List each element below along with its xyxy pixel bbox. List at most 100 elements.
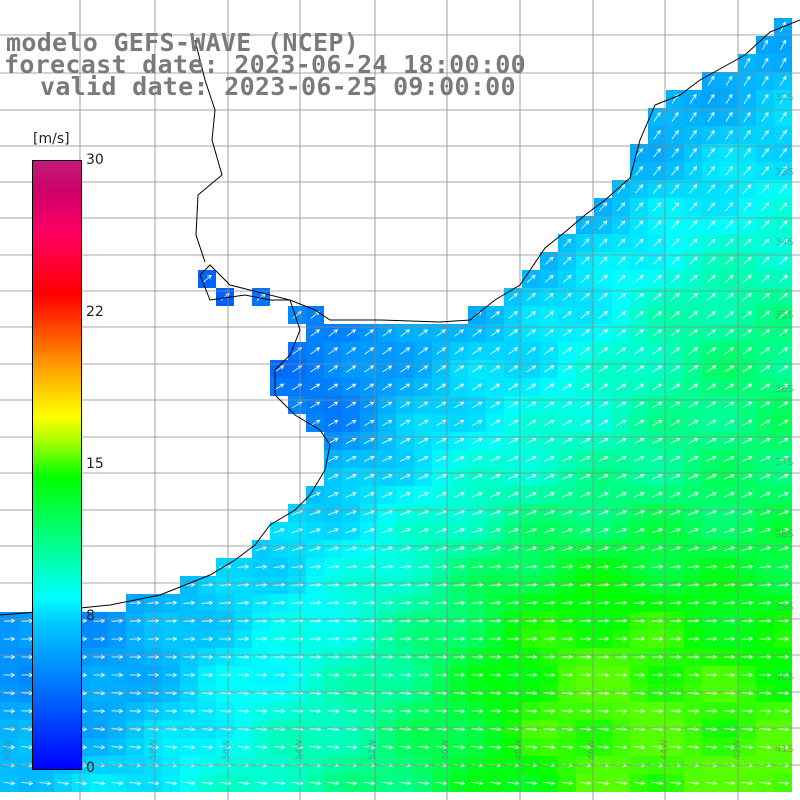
wind-arrow — [705, 672, 718, 678]
wind-arrow — [273, 528, 285, 534]
wind-arrow — [418, 329, 429, 337]
wind-arrow — [381, 708, 394, 714]
wind-arrow — [399, 636, 412, 642]
wind-arrow — [525, 618, 538, 624]
wind-arrow — [670, 292, 680, 301]
wind-arrow — [634, 292, 644, 301]
wind-arrow — [598, 311, 608, 319]
wind-arrow — [472, 365, 483, 373]
wind-arrow — [508, 419, 519, 427]
wind-arrow — [669, 438, 681, 444]
wind-arrow — [525, 672, 538, 678]
wind-arrow — [597, 564, 610, 570]
wind-arrow — [309, 510, 321, 516]
wind-arrow — [147, 618, 160, 624]
wind-arrow — [345, 636, 358, 642]
wind-arrow — [725, 148, 733, 158]
wind-arrow — [544, 347, 555, 355]
wind-arrow — [435, 456, 447, 462]
wind-arrow — [579, 492, 591, 498]
wind-arrow — [436, 347, 447, 355]
wind-arrow — [21, 780, 34, 786]
wind-arrow — [616, 383, 627, 391]
wind-arrow — [399, 708, 412, 714]
wind-arrow — [723, 438, 735, 444]
wind-arrow — [579, 636, 592, 642]
wind-arrow — [489, 582, 502, 588]
wind-arrow — [723, 546, 735, 552]
wind-arrow — [363, 492, 375, 498]
wind-arrow — [453, 474, 465, 480]
wind-arrow — [417, 618, 430, 624]
wind-arrow — [489, 438, 501, 444]
wind-arrow — [651, 492, 663, 498]
wind-arrow — [615, 510, 627, 516]
wind-arrow — [328, 401, 339, 409]
wind-arrow — [381, 474, 393, 480]
wind-arrow — [382, 419, 393, 427]
wind-arrow — [579, 600, 592, 606]
wind-arrow — [111, 618, 124, 624]
wind-arrow — [741, 744, 754, 750]
wind-arrow — [345, 528, 357, 534]
wind-arrow — [328, 329, 339, 337]
wind-arrow — [453, 546, 465, 552]
wind-arrow — [651, 600, 664, 606]
wind-arrow — [633, 546, 645, 552]
wind-arrow — [507, 654, 520, 660]
wind-arrow — [741, 456, 753, 462]
wind-arrow — [453, 618, 466, 624]
wind-arrow — [399, 510, 411, 516]
wind-arrow — [507, 510, 519, 516]
wind-arrow — [579, 780, 592, 786]
wind-arrow — [435, 600, 448, 606]
wind-arrow — [579, 564, 592, 570]
wind-arrow — [435, 780, 448, 786]
wind-arrow — [471, 582, 484, 588]
wind-arrow — [705, 474, 717, 480]
valid-date: valid date: 2023-06-25 09:00:00 — [40, 72, 516, 101]
wind-arrow — [651, 546, 663, 552]
wind-arrow — [653, 184, 662, 194]
wind-arrow — [615, 492, 627, 498]
wind-arrow — [725, 166, 734, 176]
wind-arrow — [633, 672, 646, 678]
wind-arrow — [634, 220, 644, 230]
wind-arrow — [561, 744, 574, 750]
wind-arrow — [725, 184, 734, 194]
wind-arrow — [255, 600, 268, 606]
wind-arrow — [779, 111, 787, 122]
wind-arrow — [777, 474, 789, 480]
wind-arrow — [165, 708, 178, 714]
wind-arrow — [633, 744, 646, 750]
wind-arrow — [633, 654, 646, 660]
wind-arrow — [543, 636, 556, 642]
wind-arrow — [598, 238, 608, 248]
longitude-label: 44W — [660, 740, 670, 760]
wind-arrow — [435, 672, 448, 678]
latitude-label: 33S — [775, 167, 794, 178]
wind-arrow — [634, 329, 645, 337]
wind-arrow — [507, 456, 519, 462]
wind-arrow — [526, 419, 537, 427]
wind-arrow — [202, 274, 212, 283]
wind-arrow — [579, 510, 591, 516]
wind-arrow — [561, 564, 574, 570]
wind-arrow — [453, 744, 466, 750]
wind-arrow — [237, 582, 250, 588]
wind-arrow — [472, 329, 483, 337]
wind-arrow — [363, 510, 375, 516]
wind-arrow — [381, 618, 394, 624]
wind-arrow — [525, 492, 537, 498]
wind-arrow — [760, 347, 771, 355]
wind-arrow — [705, 708, 718, 714]
wind-arrow — [705, 546, 717, 552]
wind-arrow — [651, 564, 664, 570]
wind-arrow — [707, 148, 715, 158]
colorbar-unit: [m/s] — [33, 131, 70, 147]
colorbar-tick-15: 15 — [86, 456, 104, 472]
wind-arrow — [310, 401, 321, 409]
wind-arrow — [93, 654, 106, 660]
wind-arrow — [635, 166, 644, 176]
wind-arrow — [670, 329, 681, 337]
